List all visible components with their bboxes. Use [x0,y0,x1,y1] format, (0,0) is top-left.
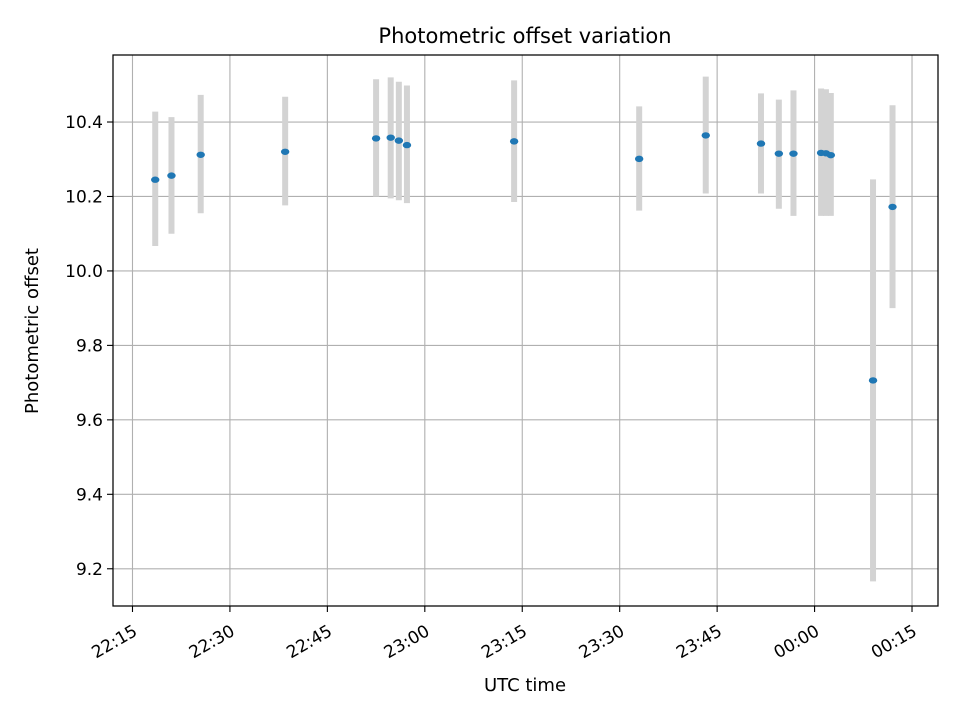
data-point [151,176,160,183]
y-tick-label: 9.4 [76,485,103,505]
data-point [774,150,784,157]
data-point [196,151,205,158]
y-tick-label: 9.8 [76,336,103,356]
data-point [756,140,766,147]
data-point [789,150,798,157]
data-point [509,138,519,145]
data-point [701,132,710,139]
data-points [151,132,897,384]
grid-lines [113,55,938,606]
data-point [826,151,836,159]
y-tick-label: 10.0 [65,262,103,282]
y-axis-label: Photometric offset [22,248,43,414]
data-point [888,203,897,211]
y-tick-label: 9.6 [76,411,103,431]
data-point [386,134,395,141]
chart-title: Photometric offset variation [378,24,671,48]
x-axis-label: UTC time [484,675,566,696]
y-tick-label: 9.2 [76,560,103,580]
y-tick-label: 10.2 [65,187,103,207]
data-point [402,141,412,149]
data-point [167,172,176,179]
y-tick-label: 10.4 [65,113,103,133]
data-point [394,137,404,144]
data-point [634,155,644,163]
data-point [280,148,290,155]
plot-frame [112,54,939,607]
data-point [371,135,381,142]
data-point [868,377,878,384]
